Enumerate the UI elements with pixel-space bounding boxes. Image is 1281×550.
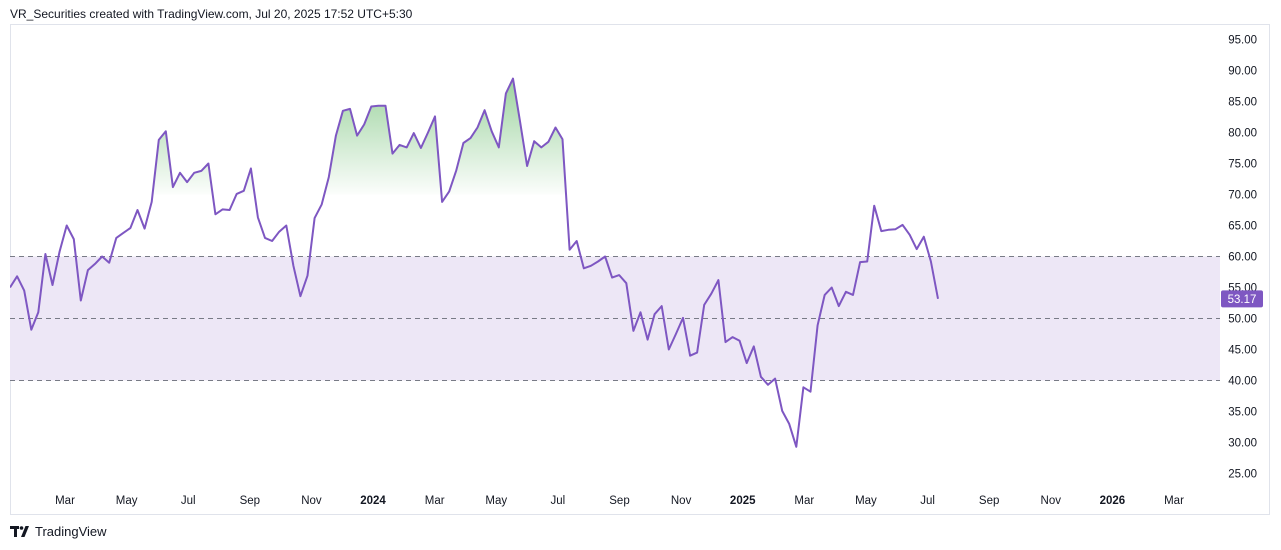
y-tick-label: 85.00 bbox=[1228, 97, 1257, 109]
x-tick-label: May bbox=[116, 495, 138, 507]
y-tick-label: 60.00 bbox=[1228, 252, 1257, 264]
x-tick-label: Sep bbox=[609, 495, 629, 507]
x-tick-label: 2026 bbox=[1100, 495, 1126, 507]
y-tick-label: 35.00 bbox=[1228, 407, 1257, 419]
y-tick-label: 95.00 bbox=[1228, 35, 1257, 47]
x-tick-label: Nov bbox=[1041, 495, 1062, 507]
x-tick-label: Jul bbox=[551, 495, 566, 507]
last-value-label: 53.17 bbox=[1228, 294, 1257, 306]
y-tick-label: 65.00 bbox=[1228, 221, 1257, 233]
y-axis: 95.00 90.00 85.00 80.00 75.00 70.00 65.00 60.00… bbox=[1228, 35, 1257, 481]
tradingview-branding[interactable]: TradingView bbox=[10, 524, 107, 539]
x-tick-label: Sep bbox=[979, 495, 999, 507]
x-tick-label: Mar bbox=[794, 495, 814, 507]
rsi-line bbox=[10, 77, 939, 448]
x-tick-label: 2024 bbox=[360, 495, 386, 507]
x-tick-label: Mar bbox=[55, 495, 75, 507]
x-tick-label: Jul bbox=[181, 495, 196, 507]
y-tick-label: 40.00 bbox=[1228, 376, 1257, 388]
chart-attribution: VR_Securities created with TradingView.c… bbox=[10, 7, 413, 21]
y-tick-label: 80.00 bbox=[1228, 128, 1257, 140]
x-tick-label: Sep bbox=[240, 495, 260, 507]
brand-name: TradingView bbox=[35, 524, 107, 539]
x-tick-label: 2025 bbox=[730, 495, 756, 507]
y-tick-label: 25.00 bbox=[1228, 469, 1257, 481]
x-tick-label: May bbox=[485, 495, 507, 507]
y-tick-label: 30.00 bbox=[1228, 438, 1257, 450]
tradingview-logo-icon bbox=[10, 525, 30, 539]
y-tick-label: 45.00 bbox=[1228, 345, 1257, 357]
x-tick-label: Nov bbox=[671, 495, 692, 507]
y-tick-label: 70.00 bbox=[1228, 190, 1257, 202]
last-value-badge: 53.17 bbox=[1221, 290, 1263, 308]
x-tick-label: Nov bbox=[301, 495, 322, 507]
y-tick-label: 50.00 bbox=[1228, 314, 1257, 326]
x-tick-label: Mar bbox=[425, 495, 445, 507]
y-tick-label: 90.00 bbox=[1228, 66, 1257, 78]
x-tick-label: May bbox=[855, 495, 877, 507]
x-tick-label: Mar bbox=[1164, 495, 1184, 507]
y-tick-label: 75.00 bbox=[1228, 159, 1257, 171]
overbought-fill bbox=[10, 78, 938, 195]
x-tick-label: Jul bbox=[920, 495, 935, 507]
x-axis: Mar May Jul Sep Nov 2024 Mar May Jul Sep Nov 2025 Ma… bbox=[55, 495, 1184, 507]
